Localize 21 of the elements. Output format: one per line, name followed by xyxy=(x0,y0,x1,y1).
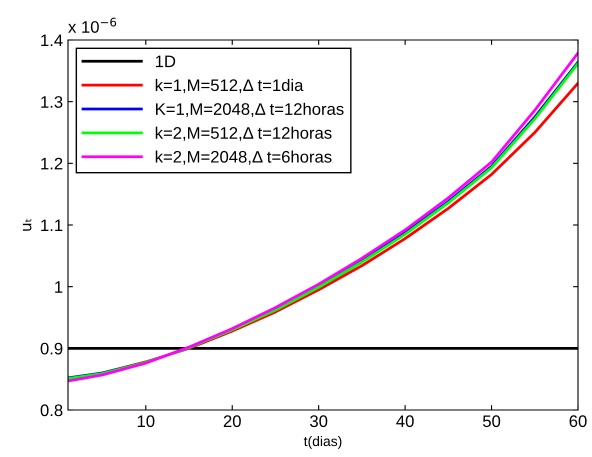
x-tick-label: 10 xyxy=(138,415,154,428)
x-tick-label: 30 xyxy=(310,415,328,428)
x-axis-title: t(dias) xyxy=(304,436,342,449)
legend-label: 1D xyxy=(156,56,176,68)
text: x 10$^{−6}$ xyxy=(68,18,116,33)
y-tick-label: 0.8 xyxy=(40,404,62,416)
x-tick-label: 60 xyxy=(570,415,587,428)
y-tick-label: 1.2 xyxy=(41,158,62,170)
x-tick-label: 50 xyxy=(482,415,500,428)
y-axis-title: uₜ xyxy=(22,218,32,231)
y-tick-label: 1.3 xyxy=(41,96,62,108)
y-tick-label: 0.9 xyxy=(40,342,62,355)
legend-label: k=2,M=512,Δ t=12horas xyxy=(156,126,332,141)
legend-label: K=1,M=2048,Δ t=12horas xyxy=(156,102,344,117)
legend-label: k=1,M=512,Δ t=1dia xyxy=(156,78,304,94)
y-tick-label: 1 xyxy=(55,281,62,293)
legend-label: k=2,M=2048,Δ t=6horas xyxy=(156,150,332,165)
y-tick-label: 1.4 xyxy=(41,34,63,46)
y-tick-label: 1.1 xyxy=(41,220,62,232)
x-tick-label: 40 xyxy=(396,415,414,428)
x-tick-label: 20 xyxy=(224,415,241,428)
